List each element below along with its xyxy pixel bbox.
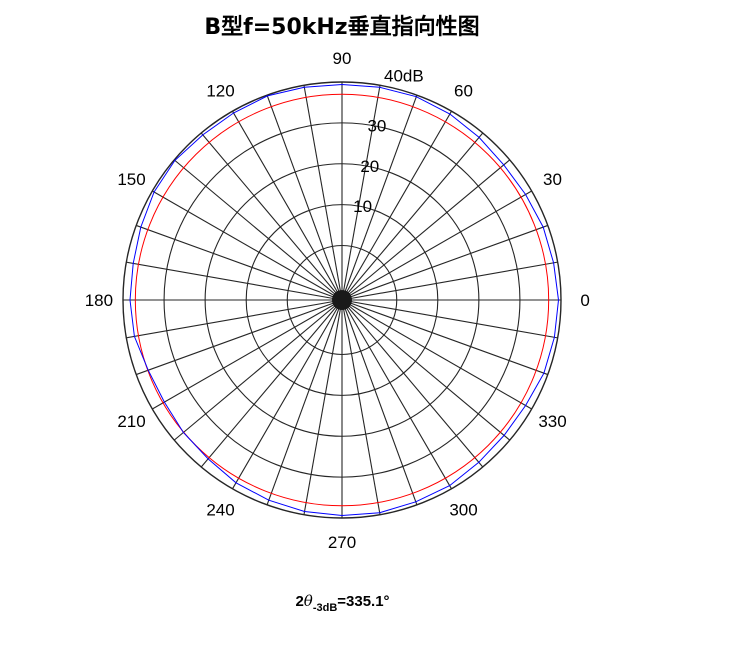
grid-spoke-300 — [341, 299, 452, 490]
grid-ring-0 — [286, 244, 398, 356]
grid-spoke-110 — [266, 94, 343, 301]
grid-ring-40 — [122, 81, 562, 519]
beamwidth-prefix: 2 — [295, 593, 304, 610]
grid-spoke-10 — [341, 261, 558, 301]
grid-spoke-320 — [341, 299, 511, 441]
grid-spoke-100 — [303, 85, 343, 301]
grid-spoke-220 — [173, 299, 343, 441]
grid-spoke-50 — [341, 132, 484, 301]
beamwidth-value: =335.1° — [337, 593, 390, 610]
radius-label-20: 20 — [360, 157, 379, 176]
angle-label-240: 240 — [206, 501, 234, 520]
grid-ring-20 — [204, 163, 480, 437]
grid-ring-30 — [163, 122, 521, 478]
angle-label-60: 60 — [454, 81, 473, 100]
grid-spoke-170 — [126, 261, 343, 301]
angle-label-30: 30 — [543, 170, 562, 189]
angle-label-210: 210 — [117, 412, 145, 431]
grid-spoke-140 — [173, 159, 343, 301]
grid-spoke-190 — [126, 299, 343, 339]
grid-spoke-160 — [136, 224, 343, 301]
angle-label-120: 120 — [206, 81, 234, 100]
grid-spoke-130 — [200, 132, 343, 301]
grid-spoke-40 — [341, 159, 511, 301]
tick-labels: 0 30 60 90 120 150 180 210 240 270 300 330 10 20 30 40d… — [85, 49, 590, 552]
reference-ring-0 — [134, 93, 550, 507]
grid-spoke-230 — [200, 299, 343, 468]
grid-spoke-210 — [152, 299, 343, 410]
angle-label-150: 150 — [117, 170, 145, 189]
grid-spoke-60 — [341, 110, 452, 301]
grid-spoke-290 — [341, 299, 418, 506]
grid-ring-10 — [245, 204, 439, 396]
polar-grid — [122, 81, 562, 519]
grid-hub — [332, 290, 352, 310]
radius-label-40: 40dB — [384, 66, 424, 85]
grid-spoke-240 — [232, 299, 343, 490]
grid-spoke-340 — [341, 299, 548, 376]
grid-spoke-330 — [341, 299, 532, 410]
angle-label-330: 330 — [538, 412, 566, 431]
angle-label-300: 300 — [449, 501, 477, 520]
grid-spoke-70 — [341, 94, 418, 301]
grid-spoke-120 — [232, 110, 343, 301]
pattern-line-0 — [129, 83, 560, 517]
beamwidth-subscript: -3dB — [312, 602, 338, 614]
radius-label-10: 10 — [353, 197, 372, 216]
grid-spoke-80 — [341, 85, 381, 301]
angle-label-90: 90 — [333, 49, 352, 68]
angle-label-180: 180 — [85, 291, 113, 310]
angle-label-270: 270 — [328, 533, 356, 552]
grid-spoke-250 — [266, 299, 343, 506]
grid-spoke-280 — [341, 299, 381, 515]
angle-label-0: 0 — [580, 291, 589, 310]
beamwidth-theta: θ — [303, 592, 313, 610]
grid-spoke-30 — [341, 190, 532, 301]
grid-spoke-20 — [341, 224, 548, 301]
grid-spoke-350 — [341, 299, 558, 339]
series-layer — [129, 83, 560, 517]
grid-spoke-310 — [341, 299, 484, 468]
radius-label-30: 30 — [367, 117, 386, 136]
grid-spoke-150 — [152, 190, 343, 301]
grid-spoke-260 — [303, 299, 343, 515]
grid-spoke-200 — [136, 299, 343, 376]
chart-title: B型f=50kHz垂直指向性图 — [204, 15, 480, 40]
beamwidth-annotation: 2θ-3dB=335.1° — [270, 592, 415, 614]
